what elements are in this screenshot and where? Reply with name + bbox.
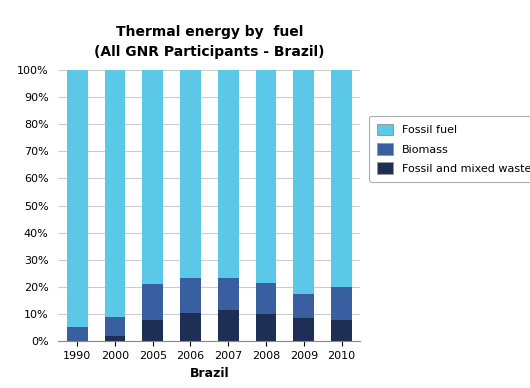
Bar: [143, 70, 163, 284]
Bar: [180, 70, 201, 278]
Bar: [67, 70, 87, 327]
Bar: [104, 70, 125, 317]
Bar: [218, 310, 238, 341]
Bar: [294, 70, 314, 294]
X-axis label: Brazil: Brazil: [190, 367, 229, 380]
Bar: [104, 317, 125, 336]
Bar: [180, 278, 201, 313]
Bar: [331, 70, 352, 287]
Bar: [67, 327, 87, 341]
Bar: [143, 284, 163, 320]
Bar: [255, 283, 276, 314]
Bar: [331, 320, 352, 341]
Title: Thermal energy by  fuel
(All GNR Participants - Brazil): Thermal energy by fuel (All GNR Particip…: [94, 26, 324, 59]
Bar: [255, 314, 276, 341]
Bar: [331, 287, 352, 320]
Bar: [294, 294, 314, 318]
Bar: [104, 336, 125, 341]
Bar: [255, 70, 276, 283]
Legend: Fossil fuel, Biomass, Fossil and mixed wastes: Fossil fuel, Biomass, Fossil and mixed w…: [369, 116, 530, 182]
Bar: [218, 278, 238, 310]
Bar: [294, 318, 314, 341]
Bar: [218, 70, 238, 278]
Bar: [180, 313, 201, 341]
Bar: [143, 320, 163, 341]
